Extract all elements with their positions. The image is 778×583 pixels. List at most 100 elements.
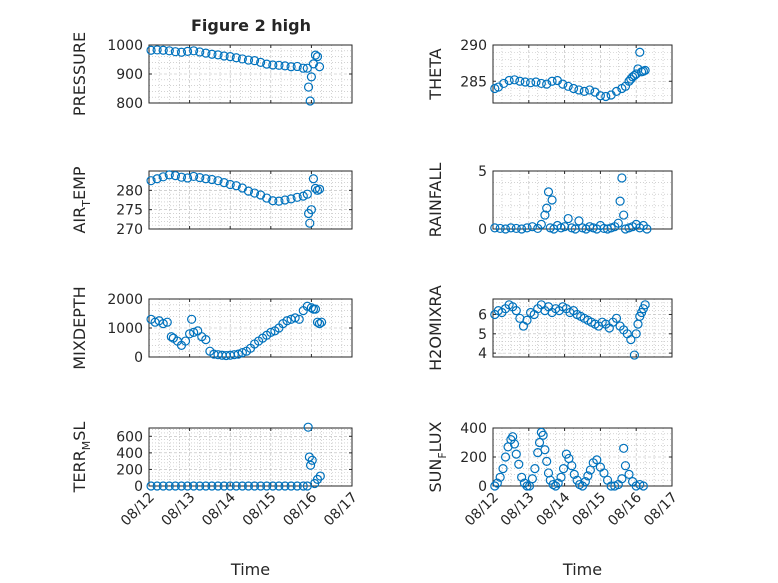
data-point (164, 170, 174, 180)
data-point (189, 327, 199, 337)
data-point (158, 45, 168, 55)
data-point (233, 349, 243, 359)
data-point (170, 481, 180, 491)
data-point (635, 47, 645, 57)
y-tick-label: 200 (460, 450, 487, 466)
data-point (631, 329, 641, 339)
x-tick-label: 08/13 (159, 490, 199, 530)
x-axis-label: Time (230, 560, 270, 579)
data-point (303, 82, 314, 92)
x-tick-label: 08/15 (569, 490, 609, 530)
data-point (540, 210, 550, 220)
data-point (187, 314, 197, 324)
data-point (305, 96, 315, 106)
data-point (302, 189, 312, 199)
y-tick-label: 2000 (107, 292, 143, 308)
data-point (237, 54, 247, 64)
data-point (231, 481, 241, 491)
data-point (164, 481, 174, 491)
data-point (219, 51, 229, 61)
data-point (306, 72, 316, 82)
data-point (262, 193, 272, 203)
data-point (303, 422, 313, 432)
data-point (490, 481, 500, 491)
data-point (499, 78, 509, 89)
data-point (536, 78, 546, 89)
data-point (207, 481, 217, 491)
y-tick-label: 0 (134, 350, 143, 366)
y-tick-label: 0 (478, 222, 487, 238)
data-point (146, 176, 156, 186)
x-tick-label: 08/17 (321, 490, 361, 530)
y-tick-label: 0 (478, 479, 487, 495)
data-point (274, 196, 284, 206)
data-point (580, 477, 590, 487)
y-tick-label: 400 (460, 421, 487, 437)
y-axis-label: TERRMSL (70, 422, 93, 494)
data-point (298, 63, 308, 73)
data-point (164, 46, 174, 56)
data-point (201, 48, 211, 58)
data-point (538, 430, 548, 440)
data-point (256, 481, 266, 491)
data-point (542, 79, 552, 89)
figure-title: Figure 2 high (191, 16, 311, 35)
data-point (511, 449, 521, 459)
data-point (640, 65, 650, 75)
chart-pressure: 800 900 1000 PRESSURE (70, 32, 353, 116)
data-point (189, 481, 199, 491)
data-point (213, 50, 223, 60)
data-point (527, 222, 537, 232)
data-point (308, 174, 319, 184)
data-point (158, 481, 168, 491)
data-point (504, 75, 514, 86)
data-point (558, 464, 569, 474)
data-point (249, 188, 260, 198)
data-point (599, 223, 609, 234)
data-point (520, 77, 530, 87)
data-point (152, 174, 162, 184)
y-axis-label: SUNFLUX (426, 421, 449, 492)
data-point (606, 481, 616, 491)
data-point (237, 348, 247, 358)
data-point (563, 213, 573, 224)
data-point (583, 471, 593, 481)
data-point (231, 53, 241, 63)
data-point (268, 196, 278, 206)
y-tick-label: 900 (116, 67, 143, 83)
series-markers (490, 47, 650, 102)
data-point (280, 195, 290, 205)
data-point (601, 91, 611, 102)
data-point (522, 315, 532, 325)
data-point (495, 223, 505, 234)
data-point (292, 192, 302, 202)
data-point (305, 218, 315, 228)
data-point (509, 75, 520, 85)
data-point (553, 478, 563, 488)
data-point (547, 76, 557, 86)
data-point (525, 78, 536, 88)
y-tick-label: 600 (116, 429, 143, 445)
data-point (611, 86, 622, 97)
data-point (567, 461, 577, 471)
data-point (152, 481, 162, 491)
data-point (542, 203, 552, 213)
data-point (314, 319, 325, 329)
data-point (312, 51, 323, 62)
y-axis-label: MIXDEPTH (70, 286, 89, 369)
data-point (176, 47, 187, 57)
data-point (315, 471, 325, 481)
data-point (314, 184, 325, 194)
data-point (500, 452, 511, 462)
y-axis-label: PRESSURE (70, 32, 89, 116)
data-point (158, 172, 168, 182)
data-point (522, 481, 532, 491)
data-point (530, 464, 540, 474)
axes-box (148, 170, 353, 230)
data-point (306, 303, 316, 313)
y-axis-label: H2OMIXRA (426, 285, 445, 371)
axes-box (492, 44, 673, 104)
data-point (231, 181, 241, 191)
data-point (189, 171, 199, 182)
data-point (312, 185, 323, 195)
